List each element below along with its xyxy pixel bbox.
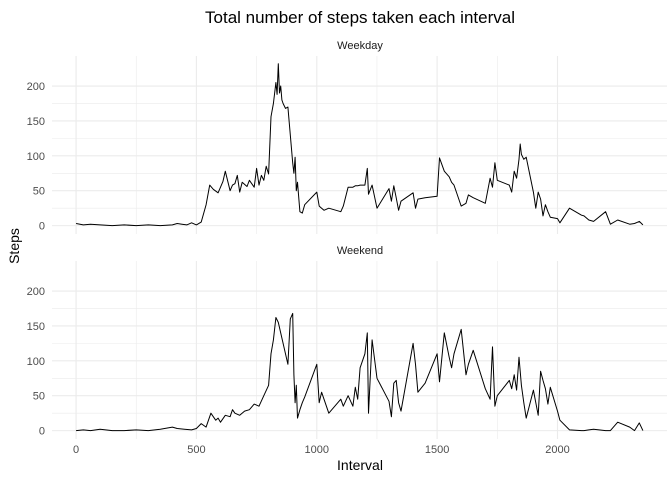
y-tick-label: 200: [27, 286, 45, 298]
strip-label-weekend: Weekend: [337, 245, 383, 257]
y-axis-title: Steps: [6, 228, 22, 264]
x-axis-ticks: 0 500 1000 1500 2000: [73, 444, 570, 456]
panel-weekday: Weekday 0 50 100 150 200: [27, 40, 667, 234]
y-tick-label: 150: [27, 321, 45, 333]
series-line-weekend: [76, 312, 644, 432]
panel-weekday-series: [76, 63, 644, 227]
y-tick-label: 150: [27, 116, 45, 128]
x-tick-label: 1500: [425, 444, 449, 456]
strip-label-weekday: Weekday: [337, 40, 383, 52]
panel-weekday-grid: [52, 56, 667, 234]
y-tick-label: 100: [27, 356, 45, 368]
y-tick-label: 0: [39, 426, 45, 438]
panel-weekend-series: [76, 312, 644, 432]
x-tick-label: 500: [187, 444, 205, 456]
y-tick-label: 0: [39, 221, 45, 233]
y-tick-label: 50: [33, 186, 45, 198]
y-tick-label: 200: [27, 81, 45, 93]
x-axis-title: Interval: [337, 457, 383, 473]
panel-weekend-grid: [52, 261, 667, 439]
x-tick-label: 0: [73, 444, 79, 456]
series-line-weekday: [76, 63, 644, 227]
x-tick-label: 2000: [545, 444, 569, 456]
chart-title: Total number of steps taken each interva…: [205, 8, 515, 27]
x-tick-label: 1000: [305, 444, 329, 456]
y-tick-label: 50: [33, 391, 45, 403]
panel-weekend-y-ticks: 0 50 100 150 200: [27, 286, 45, 438]
panel-weekend: Weekend 0 50 100 150 200: [27, 245, 667, 439]
panel-weekday-y-ticks: 0 50 100 150 200: [27, 81, 45, 233]
y-tick-label: 100: [27, 151, 45, 163]
